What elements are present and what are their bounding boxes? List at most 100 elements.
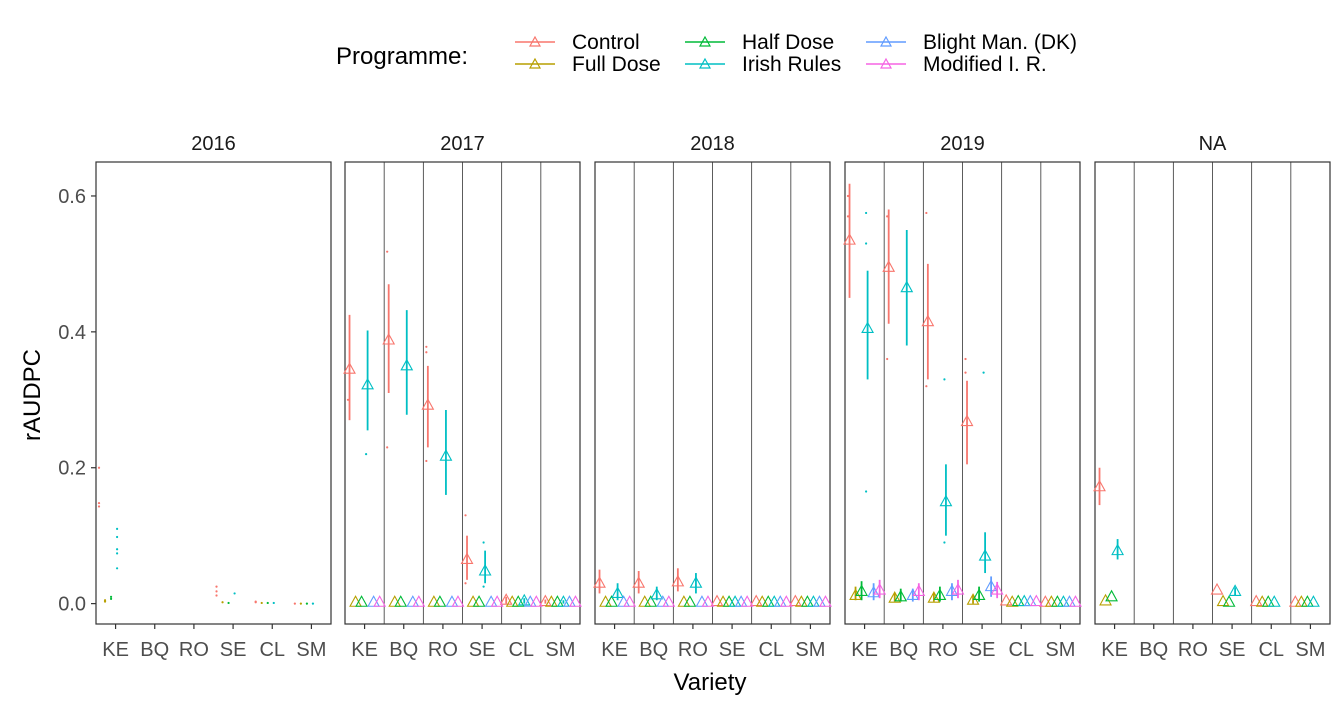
x-tick-label-bq: BQ [1139,639,1168,661]
mean-marker [788,594,802,607]
x-tick-label-cl: CL [758,639,784,661]
mean-marker [1249,594,1263,607]
raw-point [846,194,850,198]
mean-marker [632,576,646,588]
mean-marker [990,582,1004,595]
legend-entry-half-dose: Half Dose [685,31,834,54]
legend-entry-irish-rules: Irish Rules [685,53,841,76]
mean-marker [999,593,1013,606]
legend-key-triangle [879,57,893,69]
x-tick-label-ro: RO [928,639,958,661]
mean-marker [1069,595,1082,607]
facet-strip-label: 2019 [940,133,985,155]
mean-marker [951,582,965,595]
raw-point [97,501,101,505]
mean-marker [650,587,664,600]
x-tick-label-ke: KE [851,639,878,661]
mean-marker [972,588,986,601]
legend-label-irish-rules: Irish Rules [742,53,841,76]
mean-marker [921,314,935,327]
mean-marker [499,593,513,605]
legend-key-triangle [528,57,542,69]
mean-marker [569,595,582,607]
mean-marker [343,362,356,374]
raw-point [925,211,928,215]
legend-title: Programme: [336,43,468,70]
raw-point [215,594,218,597]
mean-marker [412,595,426,607]
raw-point [215,590,218,593]
mean-marker [740,595,754,607]
raw-point [482,585,485,588]
facet-strip-label: 2018 [690,133,735,155]
mean-marker [960,414,974,427]
x-tick-label-cl: CL [508,639,534,661]
x-tick-label-sm: SM [1295,639,1325,661]
raw-point [346,398,350,401]
series-half-dose [109,595,309,605]
x-tick-label-ro: RO [678,639,708,661]
x-tick-label-se: SE [220,639,247,661]
mean-marker [1306,595,1320,607]
raw-point [846,215,850,218]
mean-marker [478,563,492,576]
facet-strip-label: 2016 [191,133,236,155]
raw-point [293,602,296,605]
mean-marker [861,321,875,334]
series-irish-rules [115,527,315,605]
facet-2017: 2017 KE BQ RO SE CL SM [343,133,582,661]
series-modified-i-r [623,595,832,607]
mean-marker [1210,582,1224,595]
raw-point [215,585,218,588]
mean-marker [421,398,435,410]
mean-marker [355,595,369,607]
mean-marker [623,595,637,607]
facet-strip-label: 2017 [440,133,485,155]
mean-marker [538,594,552,607]
raw-point [221,601,224,604]
mean-marker [662,595,676,607]
raw-point [464,582,467,585]
facet-panel-border [95,161,332,625]
legend-entry-modified-i-r: Modified I. R. [866,53,1047,76]
mean-marker [400,358,414,371]
raw-point [109,597,113,600]
series-control [97,466,296,605]
raw-point [386,250,389,253]
y-axis: 0.0 0.2 0.4 0.6 [58,186,96,616]
mean-marker [605,595,619,607]
x-tick-label-cl: CL [1008,639,1034,661]
mean-marker [978,548,992,561]
raw-point [864,490,868,493]
x-tick-label-ke: KE [351,639,378,661]
raw-point [109,595,113,598]
mean-marker [490,595,504,607]
x-tick-label-bq: BQ [639,639,668,661]
raw-point [115,567,119,570]
mean-marker [984,579,998,592]
mean-marker [927,591,941,603]
raw-point [115,527,119,530]
facet-2019: 2019 KE BQ RO SE CL SM [843,133,1082,661]
mean-marker [1222,595,1236,607]
x-tick-label-bq: BQ [140,639,169,661]
y-tick-label: 0.0 [58,594,86,616]
mean-marker [1105,589,1119,602]
facet-panels: 2016 KE BQ RO SE CL SM 2017 KE BQ RO SE CL SM 2018 KE BQ… [95,133,1331,661]
mean-marker [1093,479,1106,492]
mean-marker [912,584,926,596]
mean-marker [779,595,793,607]
mean-marker [439,449,453,461]
raw-point [97,466,101,469]
x-tick-label-se: SE [719,639,746,661]
mean-marker [1029,594,1043,607]
mean-marker [710,594,724,607]
raw-point [425,351,428,354]
mean-marker [906,588,920,601]
x-tick-label-ro: RO [1178,639,1208,661]
raw-point [982,371,985,374]
raw-point [964,357,967,361]
raw-point [115,535,119,539]
legend-label-full-dose: Full Dose [572,53,661,76]
